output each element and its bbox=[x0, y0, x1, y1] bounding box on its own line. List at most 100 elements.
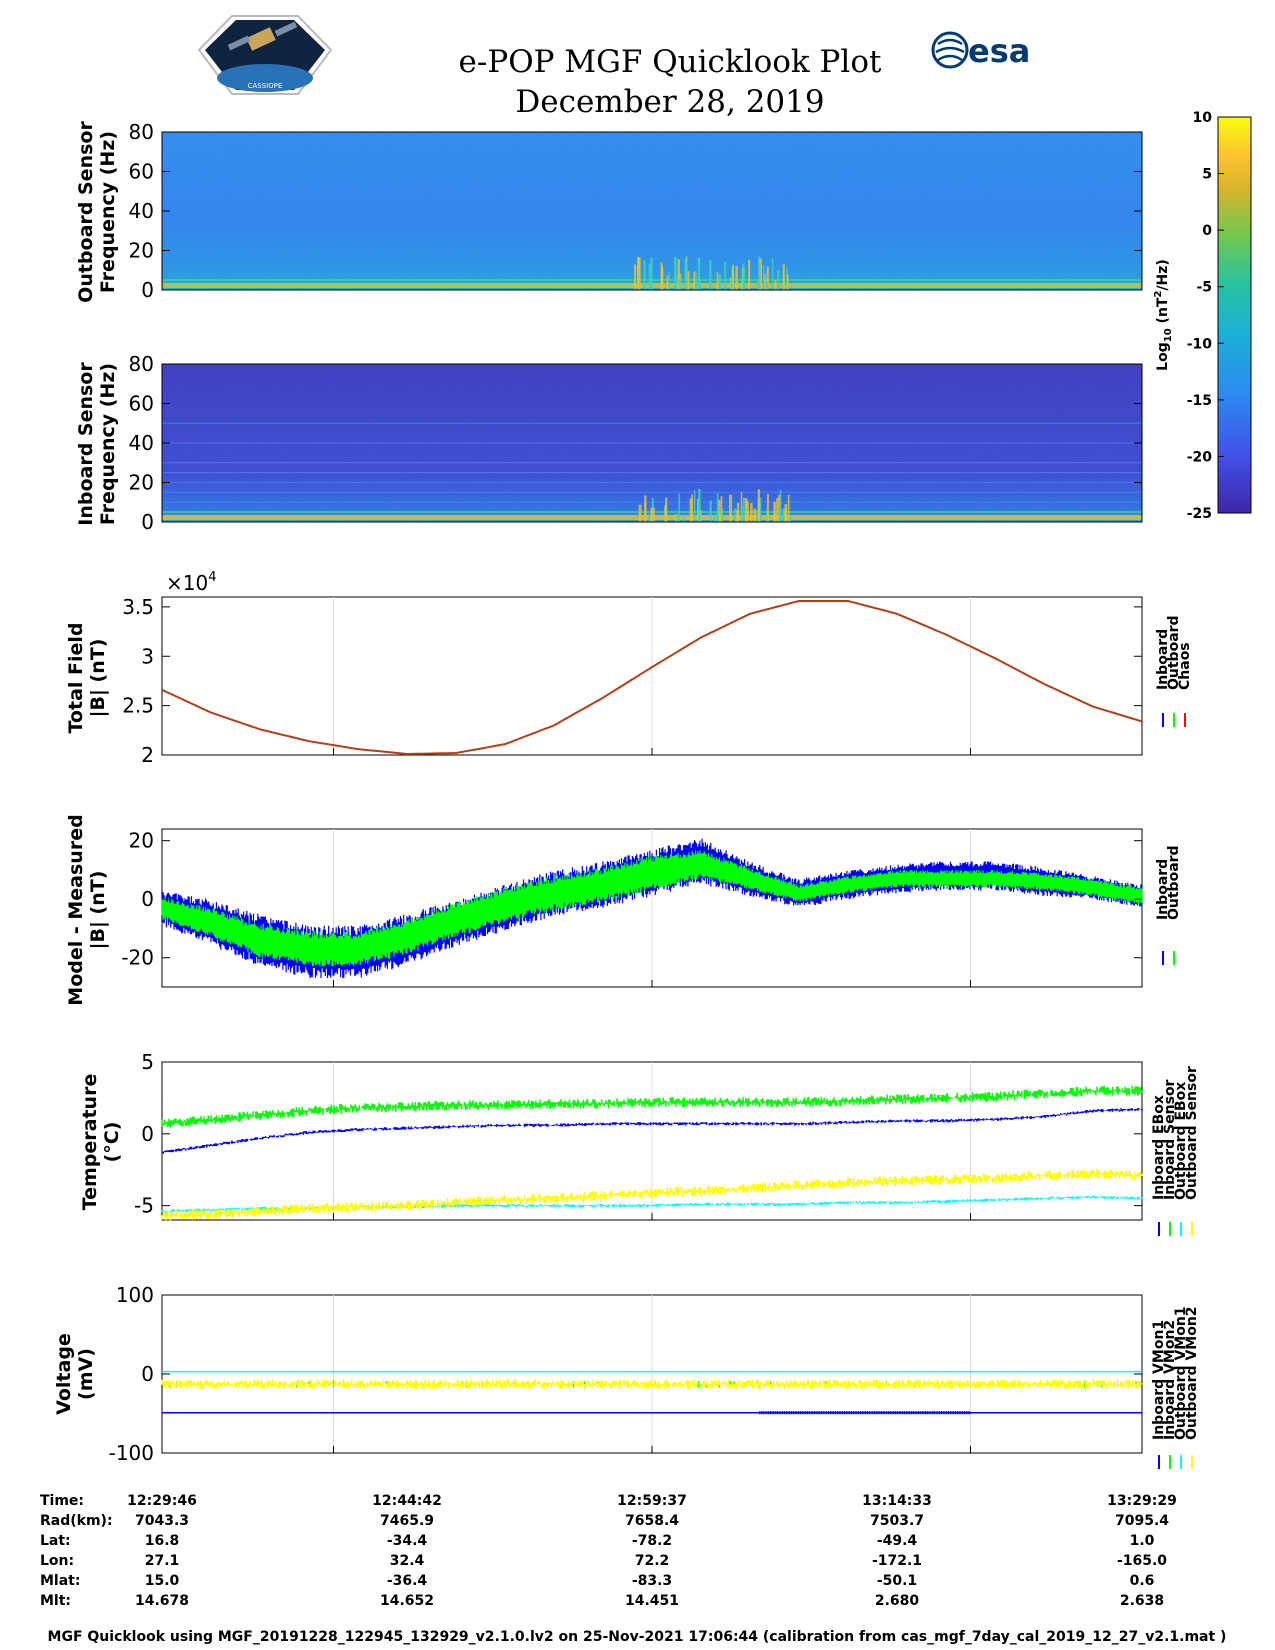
spectrogram-burst bbox=[637, 256, 640, 290]
ephemeris-cell: 12:29:46 bbox=[127, 1493, 197, 1509]
outboard-spec-ylabel-2: Frequency (Hz) bbox=[97, 131, 119, 293]
total-field-multiplier: ×104 bbox=[166, 570, 217, 595]
total-field-ylabel-2: |B| (nT) bbox=[87, 639, 109, 718]
legend-label: Inboard VMon1 bbox=[1151, 1320, 1167, 1440]
spectrogram-burst bbox=[773, 501, 776, 522]
spectrogram-burst bbox=[756, 281, 759, 290]
spectrogram-burst bbox=[675, 515, 678, 522]
spectrogram-burst bbox=[766, 266, 769, 290]
colorbar-tick-label: 5 bbox=[1202, 167, 1212, 183]
total-field-line bbox=[161, 600, 1143, 756]
colorbar-gradient bbox=[1217, 116, 1252, 514]
legend-label: Inboard Sensor bbox=[1162, 1079, 1178, 1200]
voltage-panel: 100 0 -100 Voltage (mV) Inboard VMon1Inboa… bbox=[53, 1283, 1200, 1469]
spectrogram-burst bbox=[716, 493, 719, 522]
spectrogram-burst bbox=[746, 501, 749, 522]
ytick-label: 3 bbox=[141, 644, 154, 668]
inboard-spec-ylabel-1: Inboard Sensor bbox=[75, 362, 97, 526]
ytick-label: 0 bbox=[141, 510, 154, 534]
ephemeris-cell: 7465.9 bbox=[380, 1513, 434, 1529]
ytick-label: 2.5 bbox=[122, 694, 154, 718]
spectrogram-burst bbox=[666, 275, 669, 290]
ytick-label: 60 bbox=[129, 392, 154, 416]
voltage-ylabel-2: (mV) bbox=[75, 1348, 97, 1400]
spectrogram-burst bbox=[771, 258, 774, 290]
cassiope-logo: CASSIOPE bbox=[197, 15, 333, 95]
ytick-label: 20 bbox=[129, 239, 154, 263]
ytick-label: 0 bbox=[141, 887, 154, 911]
spectrogram-burst bbox=[776, 498, 779, 522]
spectrogram-burst bbox=[757, 489, 761, 522]
ephemeris-cell: -36.4 bbox=[387, 1573, 428, 1589]
ephemeris-cell: 1.0 bbox=[1130, 1533, 1155, 1549]
legend-label: Inboard VMon2 bbox=[1162, 1320, 1178, 1440]
legend-label: Outboard bbox=[1166, 615, 1182, 690]
ephemeris-cell: 7095.4 bbox=[1115, 1513, 1169, 1529]
inboard-ebox-series bbox=[161, 1085, 1143, 1128]
spectrogram-burst bbox=[653, 507, 655, 522]
spectrogram-burst bbox=[638, 279, 640, 290]
ytick-label: 80 bbox=[129, 120, 154, 144]
spectrogram-burst bbox=[638, 504, 642, 522]
spectrogram-burst bbox=[665, 497, 668, 522]
model-measured-ylabel-2: |B| (nT) bbox=[87, 871, 109, 950]
plot-title: e-POP MGF Quicklook Plot bbox=[458, 44, 882, 80]
footer-note: MGF Quicklook using MGF_20191228_122945_… bbox=[48, 1629, 1227, 1645]
colorbar-tick-label: -15 bbox=[1187, 393, 1212, 409]
legend-label: Outboard VMon1 bbox=[1173, 1306, 1189, 1440]
ephemeris-row-label: Mlt: bbox=[40, 1593, 71, 1609]
spectrogram-burst bbox=[778, 508, 781, 522]
spectrogram-burst bbox=[716, 272, 719, 290]
ephemeris-cell: -172.1 bbox=[872, 1553, 922, 1569]
spectrogram-burst bbox=[648, 513, 651, 522]
spectrogram-burst bbox=[774, 280, 777, 290]
spectrogram-burst bbox=[683, 515, 686, 522]
outboard-vmon2-series bbox=[161, 1379, 1143, 1389]
spectrogram-burst bbox=[762, 265, 765, 290]
spectrogram-burst bbox=[732, 264, 734, 290]
temperature-ylabel-2: (°C) bbox=[101, 1122, 123, 1163]
spectrogram-burst bbox=[753, 508, 757, 522]
spectrogram-burst bbox=[718, 515, 721, 522]
model-measured-ylabel-1: Model - Measured bbox=[65, 814, 87, 1005]
ephemeris-cell: -78.2 bbox=[632, 1533, 672, 1549]
ephemeris-cell: 72.2 bbox=[635, 1553, 670, 1569]
ytick-label: 80 bbox=[129, 352, 154, 376]
legend-label: Outboard bbox=[1166, 845, 1182, 920]
colorbar-tick-label: -5 bbox=[1196, 280, 1212, 296]
colorbar: 10 5 0 -5 -10 -15 -20 -25 Log10 (nT2/Hz) bbox=[1153, 110, 1252, 522]
legend-label: Chaos bbox=[1177, 642, 1193, 690]
spectrogram-burst bbox=[693, 271, 696, 290]
spectrogram-burst bbox=[740, 507, 744, 522]
ephemeris-cell: 32.4 bbox=[390, 1553, 425, 1569]
colorbar-tick-label: -10 bbox=[1187, 336, 1213, 352]
ephemeris-cell: -49.4 bbox=[877, 1533, 918, 1549]
ephemeris-cell: -34.4 bbox=[387, 1533, 428, 1549]
legend-label: Inboard EBox bbox=[1151, 1095, 1167, 1200]
ephemeris-cell: 12:59:37 bbox=[617, 1493, 687, 1509]
spectrogram-burst bbox=[735, 265, 738, 290]
spectrogram-burst bbox=[643, 260, 646, 290]
legend-label: Inboard bbox=[1155, 859, 1171, 920]
ephemeris-cell: 12:44:42 bbox=[372, 1493, 442, 1509]
ytick-label: 3.5 bbox=[122, 595, 154, 619]
spectrogram-burst bbox=[765, 282, 768, 290]
colorbar-tick-label: -25 bbox=[1187, 506, 1212, 522]
temperature-panel: 5 0 -5 Temperature (°C) Inboard EBoxInboar… bbox=[79, 1050, 1200, 1236]
inboard-vmon1-spikes bbox=[759, 1411, 971, 1415]
spectrogram-burst bbox=[736, 510, 740, 522]
spectrogram-burst bbox=[709, 260, 712, 290]
spectrogram-burst bbox=[777, 269, 780, 290]
spectrogram-burst bbox=[779, 490, 782, 522]
ephemeris-cell: 0.6 bbox=[1130, 1573, 1155, 1589]
spectrogram-burst bbox=[648, 263, 651, 290]
spectrogram-burst bbox=[638, 257, 641, 290]
spectrogram-burst bbox=[668, 271, 670, 290]
esa-wordmark: esa bbox=[968, 32, 1030, 70]
ephemeris-cell: 13:29:29 bbox=[1107, 1493, 1177, 1509]
spectrogram-burst bbox=[787, 494, 790, 522]
spectrogram-burst bbox=[759, 258, 762, 290]
spectrogram-burst bbox=[756, 510, 759, 522]
outboard-ebox-series bbox=[161, 1195, 1143, 1213]
spectrogram-burst bbox=[733, 508, 737, 522]
